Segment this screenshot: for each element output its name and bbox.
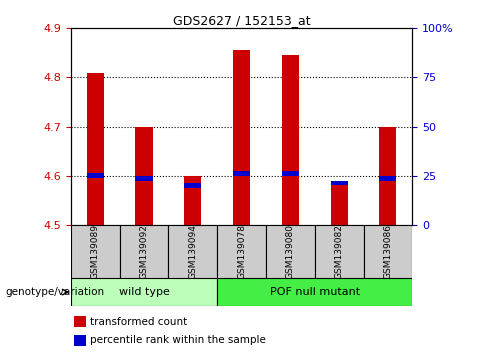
Text: percentile rank within the sample: percentile rank within the sample [90, 335, 265, 346]
Bar [74, 335, 86, 346]
Bar [380, 176, 396, 181]
Text: GSM139080: GSM139080 [286, 224, 295, 279]
Bar [282, 171, 299, 176]
Bar [71, 278, 217, 306]
Bar [266, 225, 315, 278]
Text: GSM139089: GSM139089 [91, 224, 100, 279]
Bar [282, 55, 299, 225]
Title: GDS2627 / 152153_at: GDS2627 / 152153_at [173, 14, 310, 27]
Bar [331, 181, 347, 185]
Bar [233, 50, 250, 225]
Bar [135, 126, 152, 225]
Bar [331, 183, 347, 225]
Bar [233, 171, 250, 176]
Bar [87, 173, 104, 178]
Bar [74, 316, 86, 327]
Bar [135, 176, 152, 181]
Bar [120, 225, 168, 278]
Bar [315, 225, 364, 278]
Text: GSM139082: GSM139082 [335, 224, 344, 279]
Bar [380, 126, 396, 225]
Text: wild type: wild type [119, 287, 169, 297]
Bar [184, 183, 201, 188]
Bar [217, 278, 412, 306]
Bar [184, 176, 201, 225]
Text: POF null mutant: POF null mutant [270, 287, 360, 297]
Text: GSM139078: GSM139078 [237, 224, 246, 279]
Text: genotype/variation: genotype/variation [5, 287, 104, 297]
Bar [87, 73, 104, 225]
Bar [217, 225, 266, 278]
Text: GSM139092: GSM139092 [140, 224, 148, 279]
Bar [71, 225, 120, 278]
Text: transformed count: transformed count [90, 316, 187, 327]
Text: GSM139094: GSM139094 [188, 224, 197, 279]
Bar [364, 225, 412, 278]
Text: GSM139086: GSM139086 [384, 224, 392, 279]
Bar [168, 225, 217, 278]
